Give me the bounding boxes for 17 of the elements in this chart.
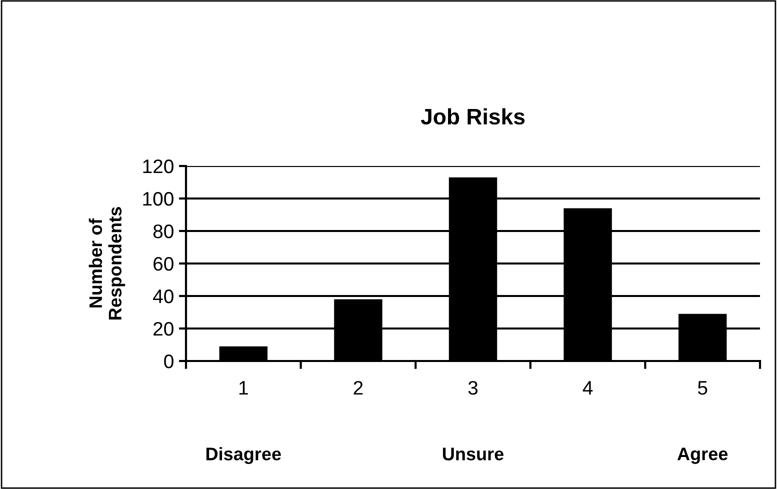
y-tick-label: 20 xyxy=(154,322,174,336)
y-tick-label: 120 xyxy=(143,159,174,174)
x-tick-label: 1 xyxy=(239,381,248,395)
y-tick-label: 40 xyxy=(153,289,174,304)
x-tick-label: 3 xyxy=(468,380,478,395)
x-tick-label: 4 xyxy=(582,381,593,395)
y-tick-label: 60 xyxy=(154,256,174,271)
text: Unsure xyxy=(442,448,504,460)
x-tick-label: 2 xyxy=(354,380,363,395)
text: Agree xyxy=(677,448,728,464)
y-axis-title: Number of Respondents xyxy=(88,207,126,320)
y-tick-label: 80 xyxy=(153,224,174,238)
y-tick-label: 100 xyxy=(143,192,174,206)
text: Disagree xyxy=(206,447,281,464)
y-tick-label: 0 xyxy=(164,354,174,368)
chart-title: Job Risks xyxy=(420,108,525,125)
x-tick-label: 5 xyxy=(698,381,708,395)
